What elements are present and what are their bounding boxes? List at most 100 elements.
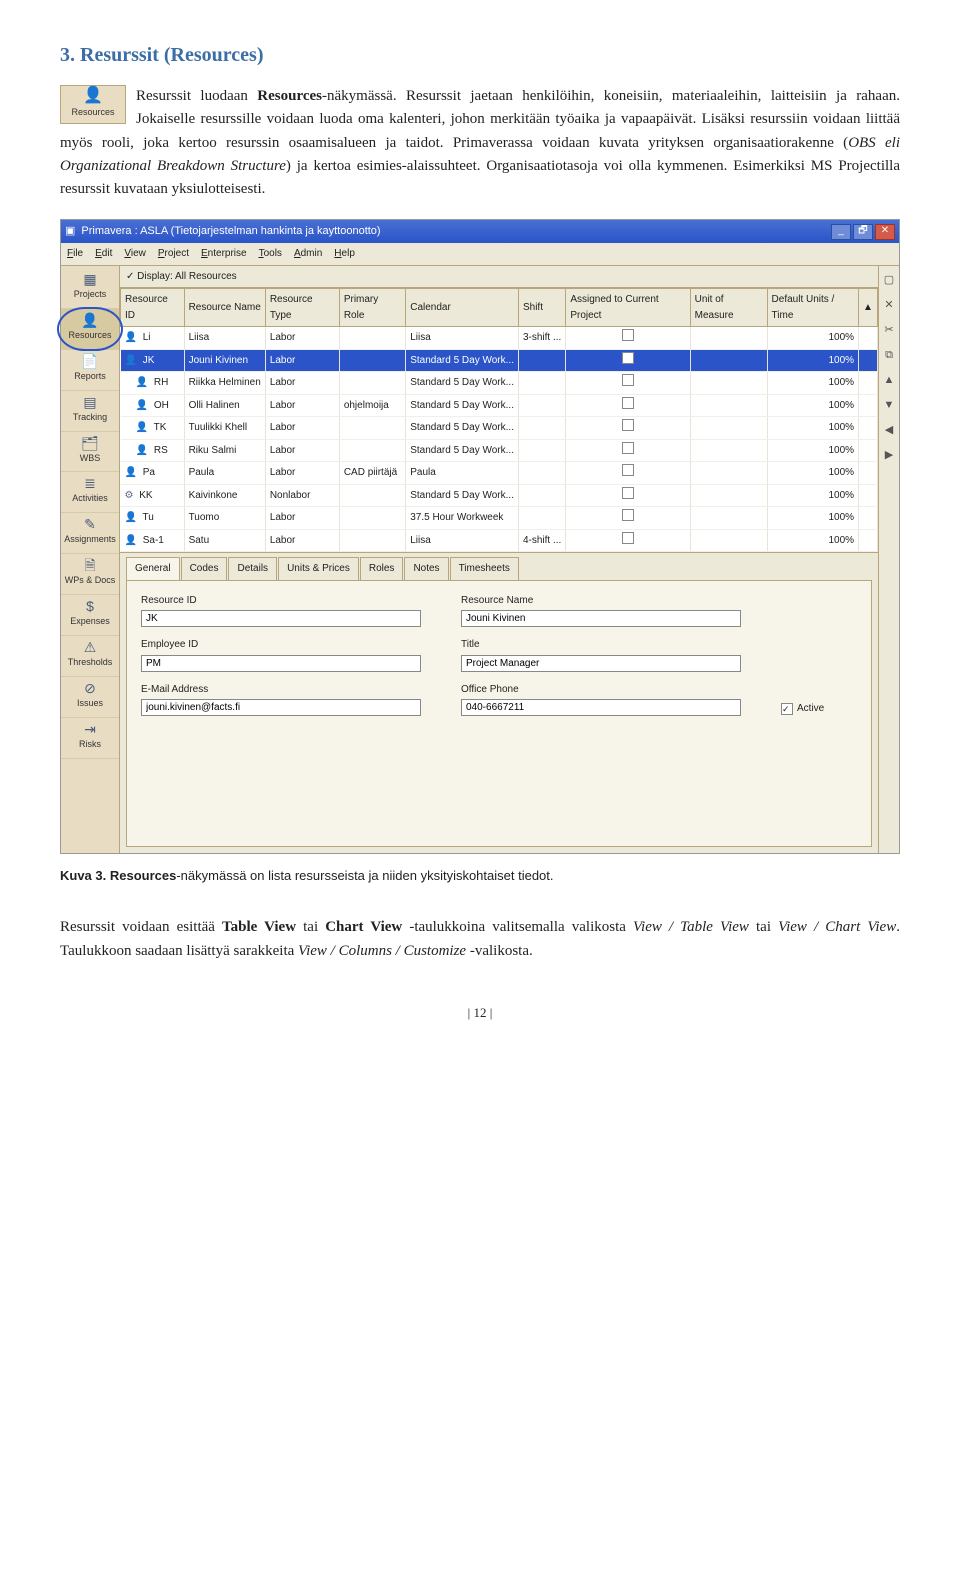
resources-icon-label: Resources <box>71 107 114 117</box>
assigned-checkbox[interactable] <box>622 374 634 386</box>
paragraph-1: Resurssit luodaan Resources-näkymässä. R… <box>60 85 900 201</box>
table-row[interactable]: 👤 TuTuomoLabor37.5 Hour Workweek100% <box>121 507 878 530</box>
nav-reports[interactable]: 📄Reports <box>61 350 119 391</box>
assigned-checkbox[interactable] <box>622 419 634 431</box>
menu-enterprise[interactable]: Enterprise <box>201 246 247 262</box>
table-row[interactable]: ⚙ KKKaivinkoneNonlaborStandard 5 Day Wor… <box>121 484 878 507</box>
col-unit-of-measure[interactable]: Unit of Measure <box>690 289 767 327</box>
resource-icon: 👤 <box>125 512 137 523</box>
resource-icon: 👤 <box>136 400 148 411</box>
toolbar-icon[interactable]: ▲ <box>884 372 895 389</box>
title-label: Title <box>461 637 741 653</box>
resource-grid: Resource IDResource NameResource TypePri… <box>120 288 878 552</box>
office-phone-input[interactable] <box>461 699 741 716</box>
col-shift[interactable]: Shift <box>518 289 565 327</box>
assigned-checkbox[interactable] <box>622 487 634 499</box>
email-input[interactable] <box>141 699 421 716</box>
nav-resources[interactable]: 👤Resources <box>61 309 119 350</box>
nav-activities[interactable]: ≣Activities <box>61 472 119 513</box>
toolbar-icon[interactable]: ▶ <box>885 447 893 464</box>
col-primary-role[interactable]: Primary Role <box>339 289 405 327</box>
menubar: File Edit View Project Enterprise Tools Admin H… <box>61 243 899 266</box>
assigned-checkbox[interactable] <box>622 397 634 409</box>
activities-icon: ≣ <box>61 476 119 490</box>
resource-icon: 👤 <box>136 422 148 433</box>
person-icon: 👤 <box>65 88 121 104</box>
nav-thresholds[interactable]: ⚠Thresholds <box>61 636 119 677</box>
left-nav: ▦Projects👤Resources📄Reports▤Tracking🗂WBS… <box>61 266 120 854</box>
menu-file[interactable]: File <box>67 246 83 262</box>
table-row[interactable]: 👤 TKTuulikki KhellLaborStandard 5 Day Wo… <box>121 417 878 440</box>
table-row[interactable]: 👤 Sa-1SatuLaborLiisa4-shift ...100% <box>121 529 878 552</box>
table-row[interactable]: 👤 RHRiikka HelminenLaborStandard 5 Day W… <box>121 372 878 395</box>
tab-roles[interactable]: Roles <box>360 557 404 580</box>
menu-tools[interactable]: Tools <box>259 246 282 262</box>
menu-edit[interactable]: Edit <box>95 246 112 262</box>
tab-details[interactable]: Details <box>228 557 277 580</box>
nav-risks[interactable]: ⇥Risks <box>61 718 119 759</box>
nav-issues[interactable]: ⊘Issues <box>61 677 119 718</box>
table-row[interactable]: 👤 OHOlli HalinenLaborohjelmoijaStandard … <box>121 394 878 417</box>
assigned-checkbox[interactable] <box>622 509 634 521</box>
nav-tracking[interactable]: ▤Tracking <box>61 391 119 432</box>
section-heading: 3. Resurssit (Resources) <box>60 40 900 71</box>
tab-general[interactable]: General <box>126 557 180 580</box>
table-row[interactable]: 👤 JKJouni KivinenLaborStandard 5 Day Wor… <box>121 349 878 372</box>
paragraph-2: Resurssit voidaan esittää Table View tai… <box>60 916 900 963</box>
assigned-checkbox[interactable] <box>622 352 634 364</box>
close-button[interactable]: ✕ <box>875 224 895 240</box>
active-checkbox[interactable] <box>781 703 793 715</box>
title-input[interactable] <box>461 655 741 672</box>
employee-id-input[interactable] <box>141 655 421 672</box>
toolbar-icon[interactable]: ▼ <box>884 397 895 414</box>
tab-codes[interactable]: Codes <box>181 557 228 580</box>
risks-icon: ⇥ <box>61 722 119 736</box>
table-row[interactable]: 👤 RSRiku SalmiLaborStandard 5 Day Work..… <box>121 439 878 462</box>
menu-admin[interactable]: Admin <box>294 246 322 262</box>
menu-project[interactable]: Project <box>158 246 189 262</box>
assigned-checkbox[interactable] <box>622 329 634 341</box>
toolbar-icon[interactable]: ⧉ <box>885 347 893 364</box>
assigned-checkbox[interactable] <box>622 442 634 454</box>
figure-caption: Kuva 3. Resources-näkymässä on lista res… <box>60 866 900 886</box>
window-titlebar: ▣ Primavera : ASLA (Tietojarjestelman ha… <box>61 220 899 243</box>
assigned-checkbox[interactable] <box>622 464 634 476</box>
office-phone-label: Office Phone <box>461 682 741 698</box>
assigned-checkbox[interactable] <box>622 532 634 544</box>
tab-units-prices[interactable]: Units & Prices <box>278 557 359 580</box>
resource-name-input[interactable] <box>461 610 741 627</box>
col-resource-name[interactable]: Resource Name <box>184 289 265 327</box>
menu-view[interactable]: View <box>124 246 146 262</box>
minimize-button[interactable]: _ <box>831 224 851 240</box>
wbs-icon: 🗂 <box>61 436 119 450</box>
resource-icon: ⚙ <box>125 490 134 501</box>
col-default-units-time[interactable]: Default Units / Time <box>767 289 859 327</box>
nav-wbs[interactable]: 🗂WBS <box>61 432 119 473</box>
sort-indicator[interactable]: ▲ <box>859 289 878 327</box>
toolbar-icon[interactable]: ◀ <box>885 422 893 439</box>
nav-wps-docs[interactable]: 🗎WPs & Docs <box>61 554 119 595</box>
col-calendar[interactable]: Calendar <box>406 289 519 327</box>
restore-button[interactable]: 🗗 <box>853 224 873 240</box>
col-resource-type[interactable]: Resource Type <box>265 289 339 327</box>
resource-icon: 👤 <box>125 332 137 343</box>
toolbar-icon[interactable]: ✕ <box>884 297 893 314</box>
display-bar[interactable]: ✓ Display: All Resources <box>120 266 878 289</box>
table-row[interactable]: 👤 LiLiisaLaborLiisa3-shift ...100% <box>121 327 878 350</box>
tab-notes[interactable]: Notes <box>404 557 448 580</box>
resource-name-label: Resource Name <box>461 593 741 609</box>
nav-projects[interactable]: ▦Projects <box>61 268 119 309</box>
nav-assignments[interactable]: ✎Assignments <box>61 513 119 554</box>
col-resource-id[interactable]: Resource ID <box>121 289 185 327</box>
issues-icon: ⊘ <box>61 681 119 695</box>
toolbar-icon[interactable]: ▢ <box>884 272 894 289</box>
menu-help[interactable]: Help <box>334 246 355 262</box>
active-label: Active <box>797 701 824 717</box>
tab-timesheets[interactable]: Timesheets <box>450 557 519 580</box>
nav-expenses[interactable]: $Expenses <box>61 595 119 636</box>
table-row[interactable]: 👤 PaPaulaLaborCAD piirtäjäPaula100% <box>121 462 878 485</box>
col-assigned-to-current-project[interactable]: Assigned to Current Project <box>566 289 690 327</box>
resource-id-input[interactable] <box>141 610 421 627</box>
resource-id-label: Resource ID <box>141 593 421 609</box>
toolbar-icon[interactable]: ✂ <box>884 322 893 339</box>
